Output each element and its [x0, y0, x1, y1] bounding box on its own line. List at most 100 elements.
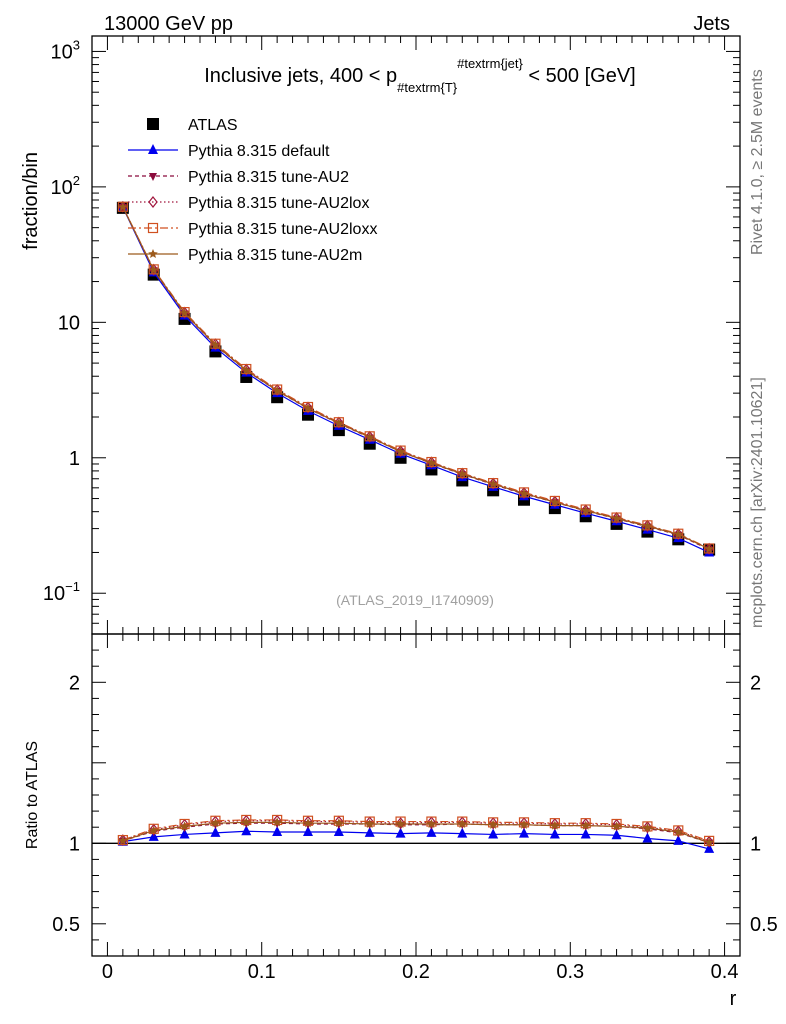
main-point-au2m [364, 432, 375, 442]
main-point-au2m [179, 308, 190, 318]
ratio-point-au2lox [426, 816, 437, 829]
main-y-tick-label: 1 [69, 448, 80, 470]
ratio-point-default [426, 826, 437, 837]
legend-marker [149, 173, 157, 181]
legend-entry-atlas: ATLAS [147, 117, 238, 134]
ratio-point-au2m [488, 819, 498, 829]
tick-base: 10 [43, 583, 65, 605]
main-point-au2m [395, 446, 406, 456]
main-point-au2m [550, 497, 560, 507]
ratio-point-au2lox [364, 816, 375, 829]
ratio-point-au2m [148, 825, 159, 835]
rivet-label: Rivet 4.1.0, ≥ 2.5M events [749, 69, 766, 255]
ratio-point-au2m [179, 821, 190, 831]
ratio-point-default [241, 825, 252, 836]
legend-label: Pythia 8.315 tune-AU2loxx [188, 221, 377, 238]
ratio-point-au2loxx [642, 821, 653, 832]
ratio-point-au2lox [519, 817, 529, 830]
ratio-plot-panel: Ratio to ATLAS r 0.5 0.5 1 1 2 2 0 0.1 0.2 0.3 0.… [24, 633, 778, 1010]
main-point-au2loxx [364, 431, 375, 442]
main-point-au2m [118, 202, 128, 212]
legend-label: Pythia 8.315 tune-AU2m [188, 247, 362, 264]
ratio-point-au2m [519, 819, 529, 829]
main-point-au2lox [148, 263, 159, 276]
legend-marker [147, 118, 159, 130]
main-point-au2m [148, 265, 159, 275]
title-superscript: #textrm{jet} [457, 56, 523, 71]
ratio-series-group [117, 814, 715, 853]
ratio-point-default [488, 828, 499, 839]
ratio-point-au2m [210, 818, 221, 828]
legend-marker [148, 249, 158, 259]
ratio-point-default [611, 829, 622, 840]
main-y-tick-label: 10 [58, 312, 80, 334]
ratio-point-default [580, 828, 591, 839]
ratio-point-default [272, 826, 283, 837]
main-point-au2loxx [148, 264, 159, 275]
ratio-point-default [704, 842, 715, 853]
main-plot-title: Inclusive jets, 400 < p#textrm{T} #textrm… [204, 56, 635, 95]
ratio-point-au2m [611, 821, 622, 831]
ratio-series-au2m [118, 817, 714, 847]
ratio-point-au2lox [642, 821, 653, 834]
main-y-axis-label: fraction/bin [20, 152, 42, 250]
main-point-au2loxx [426, 456, 437, 468]
main-point-au2m [426, 458, 437, 468]
tick-exponent: 3 [73, 37, 80, 52]
x-tick-labels: 0 0.1 0.2 0.3 0.4 [102, 961, 739, 983]
ratio-point-au2m [303, 818, 313, 828]
tick-base: 1 [69, 448, 80, 470]
main-point-au2m [210, 340, 221, 350]
x-tick-label: 0.2 [402, 961, 430, 983]
ratio-point-au2m [272, 817, 282, 827]
tick-base: 10 [51, 41, 73, 63]
ratio-y-tick-label-right: 1 [750, 833, 761, 855]
main-point-au2m [642, 521, 653, 531]
main-point-au2m [580, 505, 591, 515]
legend-marker [148, 144, 158, 154]
ratio-point-au2lox [303, 815, 313, 828]
main-point-au2lox [611, 511, 622, 524]
main-point-au2m [334, 418, 344, 428]
main-point-au2lox [179, 306, 190, 319]
main-plot-panel: Inclusive jets, 400 < p#textrm{T} #textrm… [20, 35, 741, 635]
main-y-tick-label: 10−1 [43, 579, 80, 605]
main-line-default [122, 207, 710, 553]
main-point-au2loxx [210, 338, 221, 349]
main-point-au2m [519, 488, 529, 498]
legend-marker [148, 196, 158, 208]
ratio-point-default [519, 827, 529, 838]
legend-entry-au2lox: Pythia 8.315 tune-AU2lox [128, 195, 369, 212]
tick-exponent: −1 [65, 579, 80, 594]
title-subscript: #textrm{T} [397, 80, 458, 95]
legend-label: Pythia 8.315 tune-AU2 [188, 169, 349, 186]
main-point-au2m [303, 403, 313, 413]
ratio-point-default [303, 826, 313, 837]
ratio-point-default [395, 827, 406, 838]
main-point-au2m [673, 529, 684, 539]
legend-label: ATLAS [188, 117, 238, 134]
main-point-au2lox [395, 445, 406, 458]
ratio-series-default [117, 825, 715, 853]
ratio-point-au2m [241, 817, 252, 827]
x-tick-label: 0.4 [711, 961, 739, 983]
tick-base: 10 [51, 177, 73, 199]
ratio-point-au2m [457, 818, 468, 829]
main-point-au2loxx [704, 543, 715, 554]
ratio-point-au2lox [210, 815, 221, 828]
main-y-tick-label: 102 [51, 173, 80, 199]
title-text-pre: Inclusive jets, 400 < p [204, 65, 397, 87]
main-series-au2m [118, 202, 714, 554]
ratio-point-au2loxx [148, 823, 159, 834]
ratio-point-au2lox [550, 818, 560, 830]
ratio-point-au2m [642, 823, 653, 833]
ratio-y-tick-label-left: 2 [69, 672, 80, 694]
main-point-au2loxx [457, 468, 468, 479]
ratio-point-au2m [704, 837, 714, 847]
ratio-point-au2m [550, 820, 560, 830]
ratio-axis-ticks [91, 633, 740, 957]
ratio-point-au2lox [241, 814, 252, 827]
ratio-point-default [549, 828, 560, 839]
ratio-point-default [457, 827, 468, 838]
